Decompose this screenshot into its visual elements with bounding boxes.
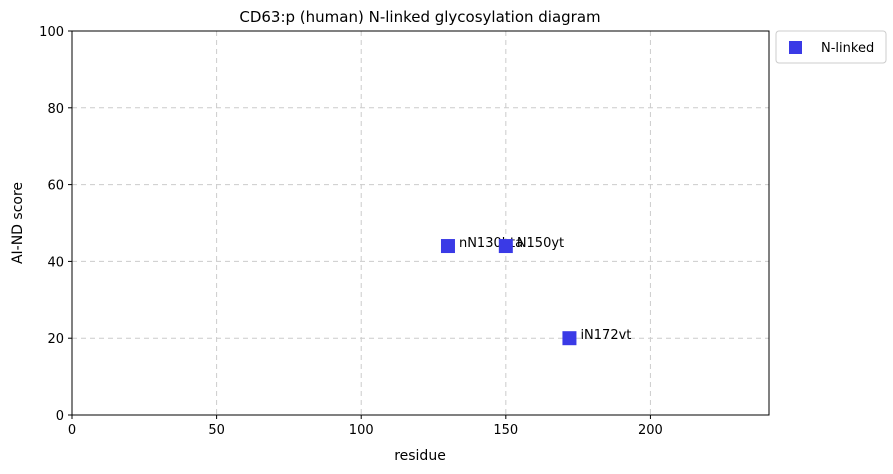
data-point-marker bbox=[498, 239, 513, 254]
x-tick-label: 200 bbox=[638, 423, 663, 438]
y-tick-label: 100 bbox=[39, 25, 64, 40]
data-point-label: nN130hta bbox=[459, 236, 523, 251]
x-tick-label: 100 bbox=[349, 423, 374, 438]
x-axis-label: residue bbox=[394, 448, 446, 464]
plot-frame bbox=[71, 30, 770, 416]
legend-label-n-linked: N-linked bbox=[821, 41, 874, 56]
y-axis-ticks: 0 20 40 60 80 100 bbox=[39, 25, 72, 424]
x-tick-label: 0 bbox=[68, 423, 76, 438]
legend-marker bbox=[789, 41, 802, 54]
data-point-marker bbox=[440, 239, 455, 254]
y-axis-label: AI-ND score bbox=[10, 182, 26, 264]
y-tick-label: 40 bbox=[47, 255, 64, 270]
y-tick-label: 0 bbox=[56, 409, 64, 424]
legend-frame bbox=[775, 30, 887, 64]
x-tick-label: 150 bbox=[493, 423, 518, 438]
x-tick-label: 50 bbox=[208, 423, 225, 438]
y-tick-label: 80 bbox=[47, 102, 64, 117]
y-tick-label: 60 bbox=[47, 179, 64, 194]
x-axis-ticks: 0 50 100 150 200 bbox=[68, 415, 663, 438]
data-point-label: N150yt bbox=[517, 236, 564, 251]
grid-lines bbox=[72, 31, 769, 415]
data-point-marker bbox=[562, 331, 577, 346]
legend: N-linked bbox=[775, 30, 887, 64]
data-point-label: iN172vt bbox=[580, 328, 631, 343]
chart-title: CD63:p (human) N-linked glycosylation di… bbox=[239, 8, 600, 26]
y-tick-label: 20 bbox=[47, 332, 64, 347]
